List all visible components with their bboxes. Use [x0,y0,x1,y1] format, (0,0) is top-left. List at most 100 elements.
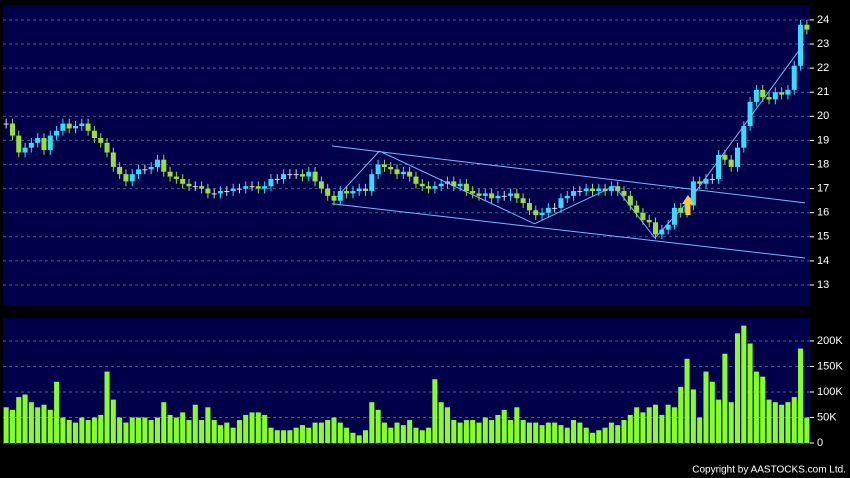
volume-bar [577,422,583,443]
candle-body [268,178,274,187]
candle-body [703,178,709,184]
candle-body [526,203,532,211]
volume-bar [104,371,110,443]
candle-body [66,123,72,129]
volume-bar [136,417,142,443]
candle-body [419,183,425,187]
candle-body [394,169,400,175]
volume-bar [482,417,488,443]
candle-body [432,186,438,189]
trend-line [614,185,656,239]
volume-bar [501,409,507,443]
volume-bar [110,399,116,443]
volume-bar [281,430,287,443]
candle-body [463,183,469,192]
candle-body [117,166,123,175]
candle-body [79,123,85,126]
candle-body [451,181,457,187]
volume-bar [167,414,173,443]
candle-body [199,186,205,189]
volume-bar [362,430,369,443]
volume-bar [508,420,514,443]
volume-bar [627,414,633,443]
candle-body [344,191,350,194]
y-tick-label: 14 [817,255,829,267]
candle-body [545,207,551,213]
y-tick-label: 0 [817,437,823,449]
candle-body [3,123,9,125]
volume-bar [671,407,677,443]
volume-bar [495,414,501,443]
volume-bar [653,404,659,443]
candle-body [356,188,362,192]
y-tick-label: 17 [817,183,829,195]
candle-body [350,191,356,194]
candle-body [501,195,507,197]
candle-body [426,186,432,189]
candle-body [646,219,652,223]
volume-bar [243,414,249,443]
candle-body [262,186,268,189]
volume-bar [91,417,97,443]
candle-body [60,123,66,131]
candle-body [470,191,476,194]
volume-bar [407,420,413,443]
candle-body [243,186,249,189]
y-tick-label: 19 [817,134,829,146]
volume-bar [337,422,343,443]
candle-body [205,188,211,194]
y-tick-label: 150K [817,360,843,372]
volume-bar [539,425,545,443]
candle-body [791,65,797,90]
volume-bar [678,386,684,443]
volume-bar [571,420,577,443]
candle-body [722,154,728,160]
volume-bar [646,407,652,443]
volume-bar [154,417,160,443]
candle-body [653,222,659,235]
candle-body [400,171,406,175]
candle-body [161,159,167,172]
candle-body [457,183,463,187]
volume-bar [444,407,451,443]
volume-bar [306,427,312,443]
y-tick-label: 15 [817,231,829,243]
candle-body [413,176,419,184]
trend-line [336,150,380,198]
candle-body [255,186,261,189]
candle-body [274,178,280,180]
candle-body [249,186,255,188]
candle-body [728,159,734,167]
candle-body [615,186,621,192]
candle-body [154,159,160,167]
trend-line [379,150,535,225]
volume-bar [85,420,91,443]
volume-bar [413,427,419,443]
candle-body [476,193,482,196]
volume-bar [804,417,810,443]
candle-body [634,205,640,213]
volume-bar [28,402,34,443]
volume-bar [249,412,255,443]
candle-body [495,195,501,199]
volume-bar [684,358,690,443]
candle-body [224,191,230,193]
y-tick-label: 16 [817,207,829,219]
volume-bar [98,414,104,443]
volume-bar [60,417,66,443]
volume-bar [123,422,129,443]
candle-body [337,191,343,201]
volume-bar [356,435,362,443]
volume-bar [489,420,495,443]
candle-body [798,24,804,66]
candle-body [375,164,381,175]
candle-body [520,198,526,204]
volume-bar [640,412,646,443]
candle-body [180,178,186,184]
candle-body [508,193,514,196]
candle-body [281,174,287,179]
candle-body [110,152,116,167]
volume-bar [463,420,469,443]
candle-body [690,181,696,206]
